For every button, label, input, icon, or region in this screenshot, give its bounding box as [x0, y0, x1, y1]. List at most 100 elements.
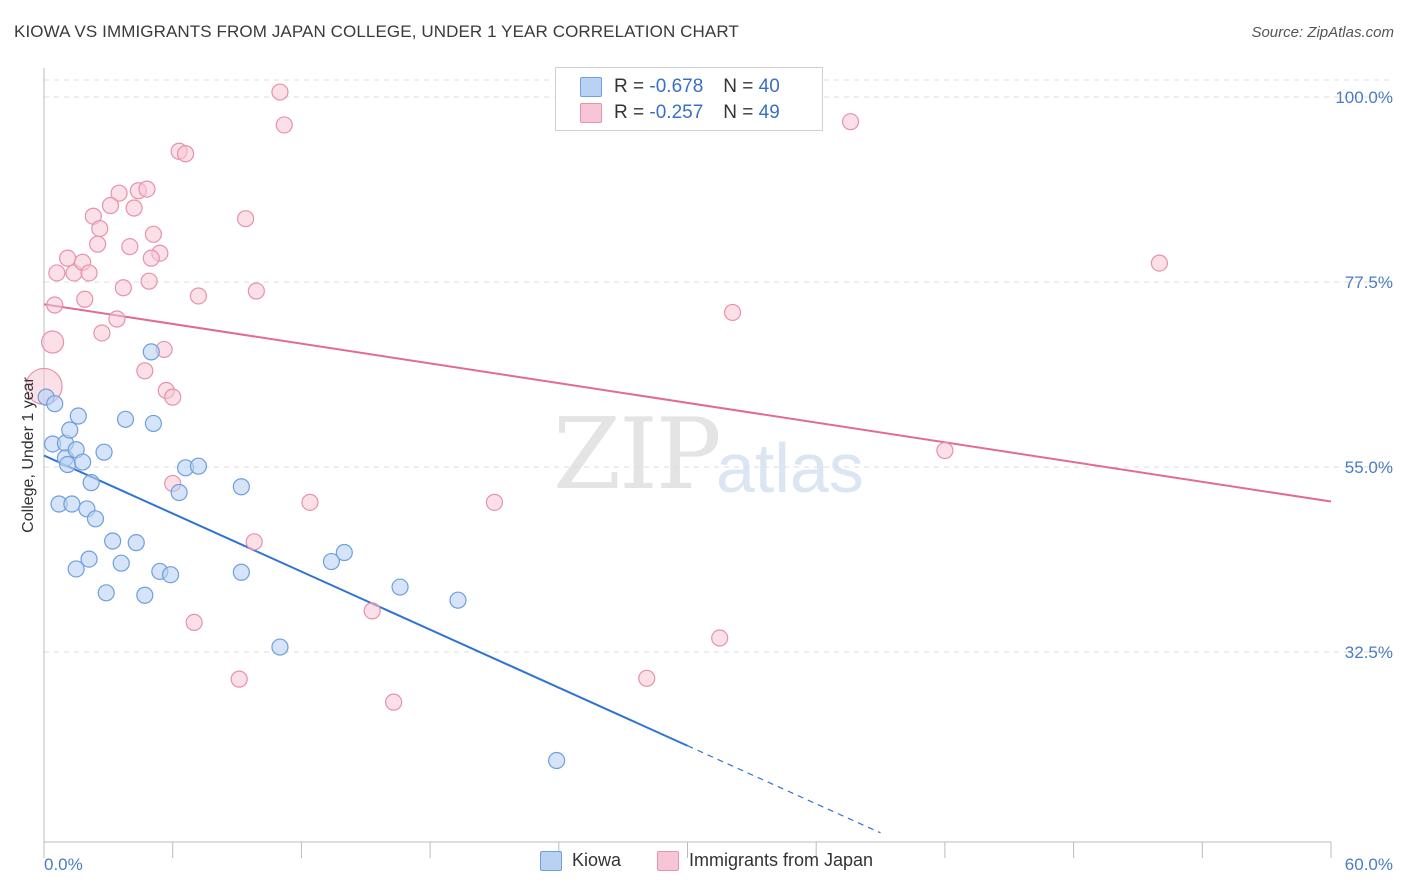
kiowa-points — [37, 343, 566, 770]
kiowa-point — [61, 421, 79, 439]
japan-point — [723, 303, 742, 322]
japan-point — [271, 83, 289, 101]
japan-point — [91, 219, 109, 238]
japan-point — [164, 388, 182, 406]
kiowa-swatch — [540, 850, 562, 871]
japan-r-value: -0.257 — [649, 102, 704, 123]
kiowa-n-value: 40 — [758, 76, 780, 97]
kiowa-point — [67, 560, 85, 578]
axis-labels: 32.5% 55.0% 77.5% 100.0% 0.0% 60.0% College, U… — [20, 88, 1393, 874]
japan-point — [176, 145, 195, 163]
japan-point — [40, 330, 65, 354]
japan-point — [237, 210, 255, 228]
r-label: R = — [614, 102, 645, 123]
kiowa-point — [170, 483, 188, 502]
japan-point — [46, 296, 64, 314]
kiowa-point — [322, 552, 341, 571]
kiowa-point — [63, 495, 81, 513]
y-tick-label: 55.0% — [1345, 458, 1393, 477]
kiowa-point — [391, 578, 409, 596]
watermark-zip: ZIP — [553, 398, 722, 512]
japan-point — [121, 238, 139, 256]
japan-point — [301, 493, 319, 511]
japan-point — [89, 235, 107, 253]
japan-point — [76, 290, 94, 308]
japan-point — [101, 196, 120, 215]
kiowa-point — [271, 638, 289, 656]
x-tick-label: 0.0% — [44, 855, 83, 874]
japan-point — [275, 116, 293, 134]
kiowa-point — [86, 510, 105, 528]
y-tick-label: 100.0% — [1335, 88, 1393, 107]
y-tick-label: 32.5% — [1345, 643, 1393, 662]
legend-row-japan: R = -0.257 N = 49 — [580, 101, 780, 125]
kiowa-point — [82, 474, 100, 492]
kiowa-point — [144, 414, 162, 433]
japan-point — [841, 113, 860, 131]
y-axis-title: College, Under 1 year — [20, 377, 37, 533]
japan-point — [108, 310, 126, 328]
kiowa-point — [136, 586, 154, 604]
japan-swatch — [657, 850, 679, 871]
japan-point — [189, 287, 208, 305]
japan-n-value: 49 — [758, 102, 780, 123]
japan-point — [58, 249, 77, 267]
kiowa-trend-line — [43, 454, 688, 747]
japan-point — [1150, 254, 1169, 272]
n-label: N = — [723, 76, 754, 97]
kiowa-point — [58, 455, 77, 474]
japan-point — [245, 533, 263, 551]
kiowa-point — [97, 584, 115, 602]
japan-point — [144, 225, 162, 243]
kiowa-point — [232, 478, 250, 496]
kiowa-trend-extension — [687, 745, 881, 834]
x-tick-label: 60.0% — [1345, 855, 1393, 874]
kiowa-point — [161, 566, 180, 584]
kiowa-point — [80, 550, 98, 568]
kiowa-point — [232, 563, 250, 581]
kiowa-point — [95, 443, 113, 461]
japan-point — [936, 441, 954, 460]
r-label: R = — [614, 76, 645, 97]
source-credit: Source: ZipAtlas.com — [1251, 24, 1394, 41]
kiowa-point — [69, 407, 87, 425]
kiowa-swatch — [580, 77, 602, 97]
kiowa-point — [104, 532, 122, 550]
kiowa-r-value: -0.678 — [649, 76, 704, 97]
japan-trend-line — [43, 303, 1332, 503]
trend-lines — [43, 303, 1332, 834]
japan-points — [25, 83, 1169, 711]
japan-point — [138, 180, 156, 198]
kiowa-legend-label: Kiowa — [572, 850, 622, 870]
kiowa-point — [112, 554, 130, 572]
japan-point — [140, 272, 158, 290]
bottom-legend-kiowa[interactable]: Kiowa — [540, 850, 621, 871]
kiowa-point — [335, 543, 353, 562]
japan-point — [93, 324, 111, 342]
n-label: N = — [723, 102, 754, 123]
japan-point — [48, 264, 66, 282]
bottom-legend-japan[interactable]: Immigrants from Japan — [657, 850, 873, 871]
japan-point — [80, 264, 98, 282]
kiowa-point — [74, 453, 92, 471]
japan-point — [638, 669, 656, 687]
japan-point — [110, 184, 128, 202]
japan-swatch — [580, 103, 602, 123]
japan-point — [114, 279, 132, 297]
japan-point — [142, 249, 160, 267]
japan-point — [230, 670, 248, 688]
kiowa-point — [189, 457, 208, 475]
japan-point — [385, 693, 403, 711]
japan-legend-label: Immigrants from Japan — [689, 850, 874, 870]
watermark-atlas: atlas — [716, 429, 864, 507]
kiowa-point — [449, 591, 467, 609]
japan-point — [185, 613, 203, 632]
legend-row-kiowa: R = -0.678 N = 40 — [580, 75, 780, 99]
kiowa-point — [548, 751, 566, 770]
kiowa-point — [116, 410, 135, 428]
correlation-legend: R = -0.678 N = 40 R = -0.257 N = 49 — [555, 67, 823, 131]
japan-point — [247, 282, 265, 300]
kiowa-point — [127, 534, 145, 552]
japan-point — [125, 199, 143, 217]
